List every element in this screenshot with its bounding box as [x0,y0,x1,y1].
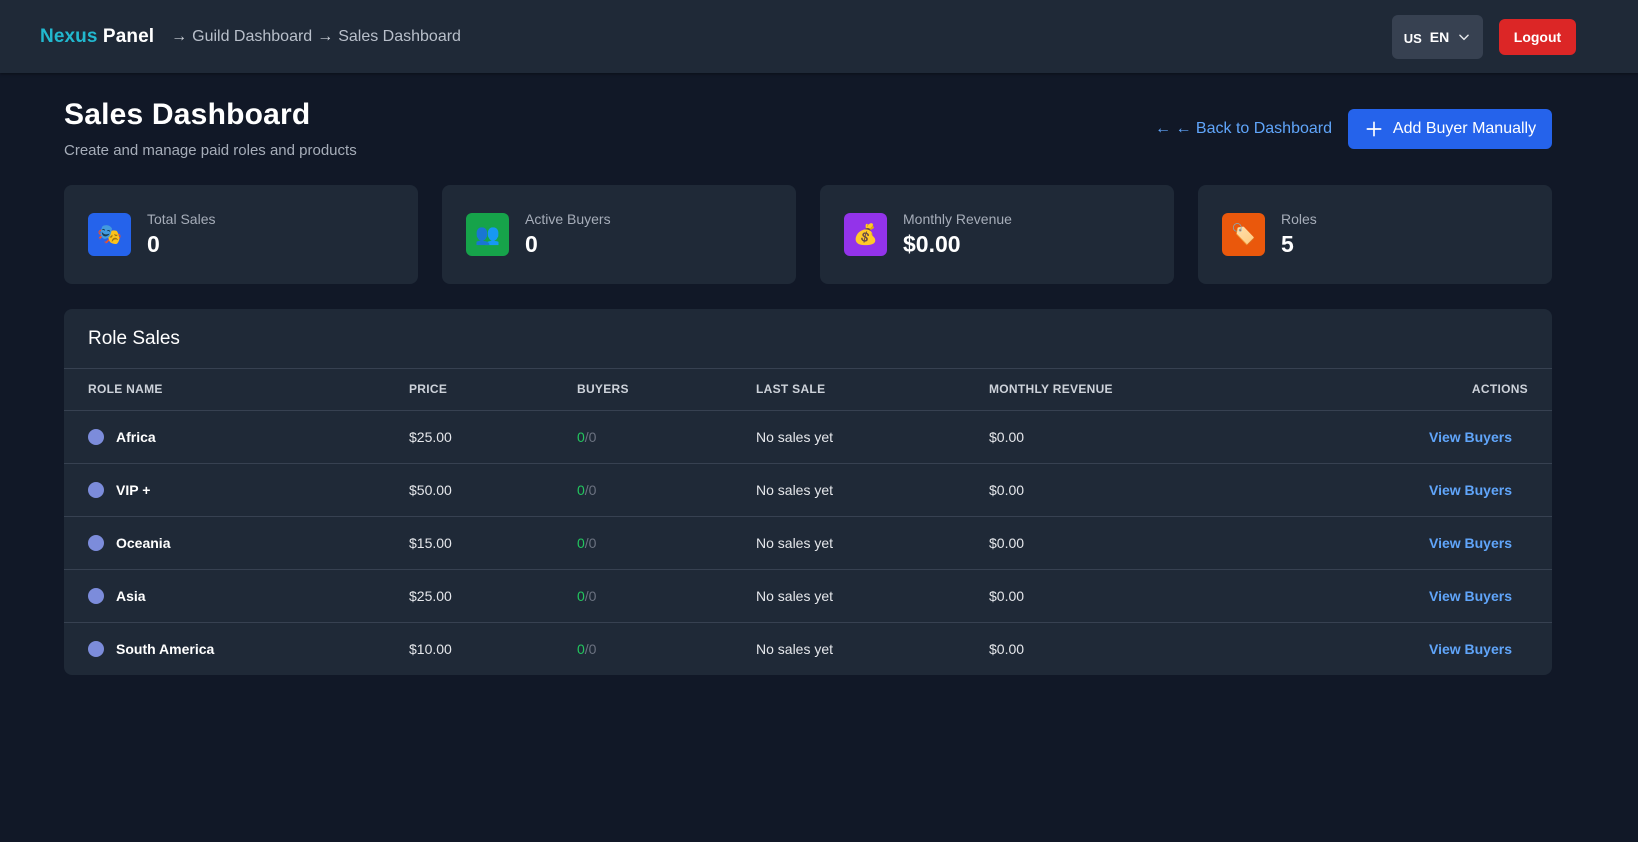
stat-label: Roles [1281,211,1317,227]
table-row: Africa $25.00 0/0 No sales yet $0.00 Vie… [64,410,1552,464]
stat-value: 0 [147,231,160,257]
plus-icon [1366,121,1382,137]
column-header: LAST SALE [756,369,989,411]
view-buyers-link[interactable]: View Buyers [1428,587,1512,604]
role-color-dot [88,428,104,445]
page-header: Sales Dashboard Create and manage paid r… [64,98,1552,159]
role-last-sale: No sales yet [756,516,989,570]
role-revenue: $0.00 [989,463,1289,517]
buyers-total: /0 [584,428,597,445]
top-navbar: Nexus Panel → Guild Dashboard → Sales Da… [0,0,1638,73]
users-icon: 👥 [466,213,509,256]
buyers-total: /0 [584,481,597,498]
table-row: Oceania $15.00 0/0 No sales yet $0.00 Vi… [64,516,1552,570]
masks-icon: 🎭 [88,213,131,256]
view-buyers-link[interactable]: View Buyers [1428,640,1512,657]
role-price: $15.00 [409,516,577,570]
column-header: BUYERS [577,369,756,411]
stat-label: Total Sales [147,211,216,227]
view-buyers-link[interactable]: View Buyers [1428,534,1512,551]
role-name: South America [116,640,215,657]
role-color-dot [88,640,104,657]
stat-label: Monthly Revenue [903,211,1012,227]
stat-value: $0.00 [903,231,961,257]
buyers-active: 0 [577,428,585,445]
role-revenue: $0.00 [989,410,1289,464]
view-buyers-link[interactable]: View Buyers [1428,481,1512,498]
role-revenue: $0.00 [989,640,1025,657]
stat-card-monthly-revenue: 💰 Monthly Revenue $0.00 [820,185,1174,284]
table-row: Asia $25.00 0/0 No sales yet $0.00 View … [64,569,1552,623]
role-name: Africa [116,428,156,445]
buyers-total: /0 [584,587,597,604]
breadcrumb: → Guild Dashboard → Sales Dashboard [171,28,461,46]
column-header: PRICE [409,369,577,411]
role-name: Oceania [116,534,171,551]
stat-value: 0 [525,231,538,257]
tag-icon: 🏷️ [1222,213,1265,256]
role-last-sale: No sales yet [756,640,834,657]
buyers-active: 0 [577,534,585,551]
role-buyers: 0/0 [577,622,756,675]
logout-button[interactable]: Logout [1499,18,1576,55]
role-revenue: $0.00 [989,569,1289,623]
buyers-total: /0 [584,640,597,657]
buyers-active: 0 [577,481,585,498]
flag-icon: US [1403,31,1422,46]
role-price: $25.00 [409,569,577,623]
back-to-dashboard-link[interactable]: ← ← Back to Dashboard [1155,120,1332,137]
buyers-active: 0 [577,587,585,604]
view-buyers-link[interactable]: View Buyers [1428,428,1512,445]
chevron-down-icon [1459,34,1470,40]
role-sales-panel: Role Sales ROLE NAME PRICE BUYERS LAST S… [64,309,1552,675]
role-buyers: 0/0 [577,410,756,464]
page-title: Sales Dashboard [64,98,311,131]
role-sales-table: ROLE NAME PRICE BUYERS LAST SALE MONTHLY… [64,369,1552,675]
role-sales-title: Role Sales [64,309,1552,369]
brand-second: Panel [102,25,155,47]
column-header: MONTHLY REVENUE [989,369,1289,411]
buyers-total: /0 [584,534,597,551]
table-row: VIP + $50.00 0/0 No sales yet $0.00 View… [64,463,1552,517]
role-last-sale: No sales yet [756,569,989,623]
language-code: EN [1429,28,1450,45]
role-revenue: $0.00 [989,516,1289,570]
stat-label: Active Buyers [525,211,611,227]
table-header-row: ROLE NAME PRICE BUYERS LAST SALE MONTHLY… [64,369,1552,411]
breadcrumb-separator: → [171,27,188,45]
stats-cards: 🎭 Total Sales 0 👥 Active Buyers 0 💰 Mont… [64,185,1552,284]
page-subtitle: Create and manage paid roles and product… [64,142,357,159]
stat-value: 5 [1281,231,1294,257]
breadcrumb-sales-dashboard: Sales Dashboard [338,27,461,45]
role-name: Asia [116,587,146,604]
add-buyer-button[interactable]: Add Buyer Manually [1348,109,1552,149]
stat-card-total-sales: 🎭 Total Sales 0 [64,185,418,284]
column-header: ACTIONS [1289,369,1552,411]
role-buyers: 0/0 [577,516,756,570]
table-row: South America $10.00 0/0 No sales yet $0… [64,622,1552,675]
language-selector[interactable]: US EN [1392,14,1483,59]
add-buyer-label: Add Buyer Manually [1392,120,1537,137]
column-header: ROLE NAME [64,369,409,411]
breadcrumb-separator: → [317,27,334,45]
money-bag-icon: 💰 [844,213,887,256]
role-price: $10.00 [409,640,452,657]
role-color-dot [88,534,104,551]
role-name: VIP + [116,481,151,498]
role-buyers: 0/0 [577,463,756,517]
brand-logo[interactable]: Nexus Panel [40,26,154,48]
breadcrumb-guild-dashboard[interactable]: Guild Dashboard [192,27,313,45]
role-color-dot [88,587,104,604]
role-last-sale: No sales yet [756,463,989,517]
stat-card-active-buyers: 👥 Active Buyers 0 [442,185,796,284]
role-color-dot [88,481,104,498]
stat-card-roles: 🏷️ Roles 5 [1198,185,1552,284]
role-price: $25.00 [409,410,577,464]
role-price: $50.00 [409,463,577,517]
role-buyers: 0/0 [577,569,756,623]
brand-first: Nexus [40,25,98,47]
role-last-sale: No sales yet [756,410,989,464]
buyers-active: 0 [577,640,585,657]
